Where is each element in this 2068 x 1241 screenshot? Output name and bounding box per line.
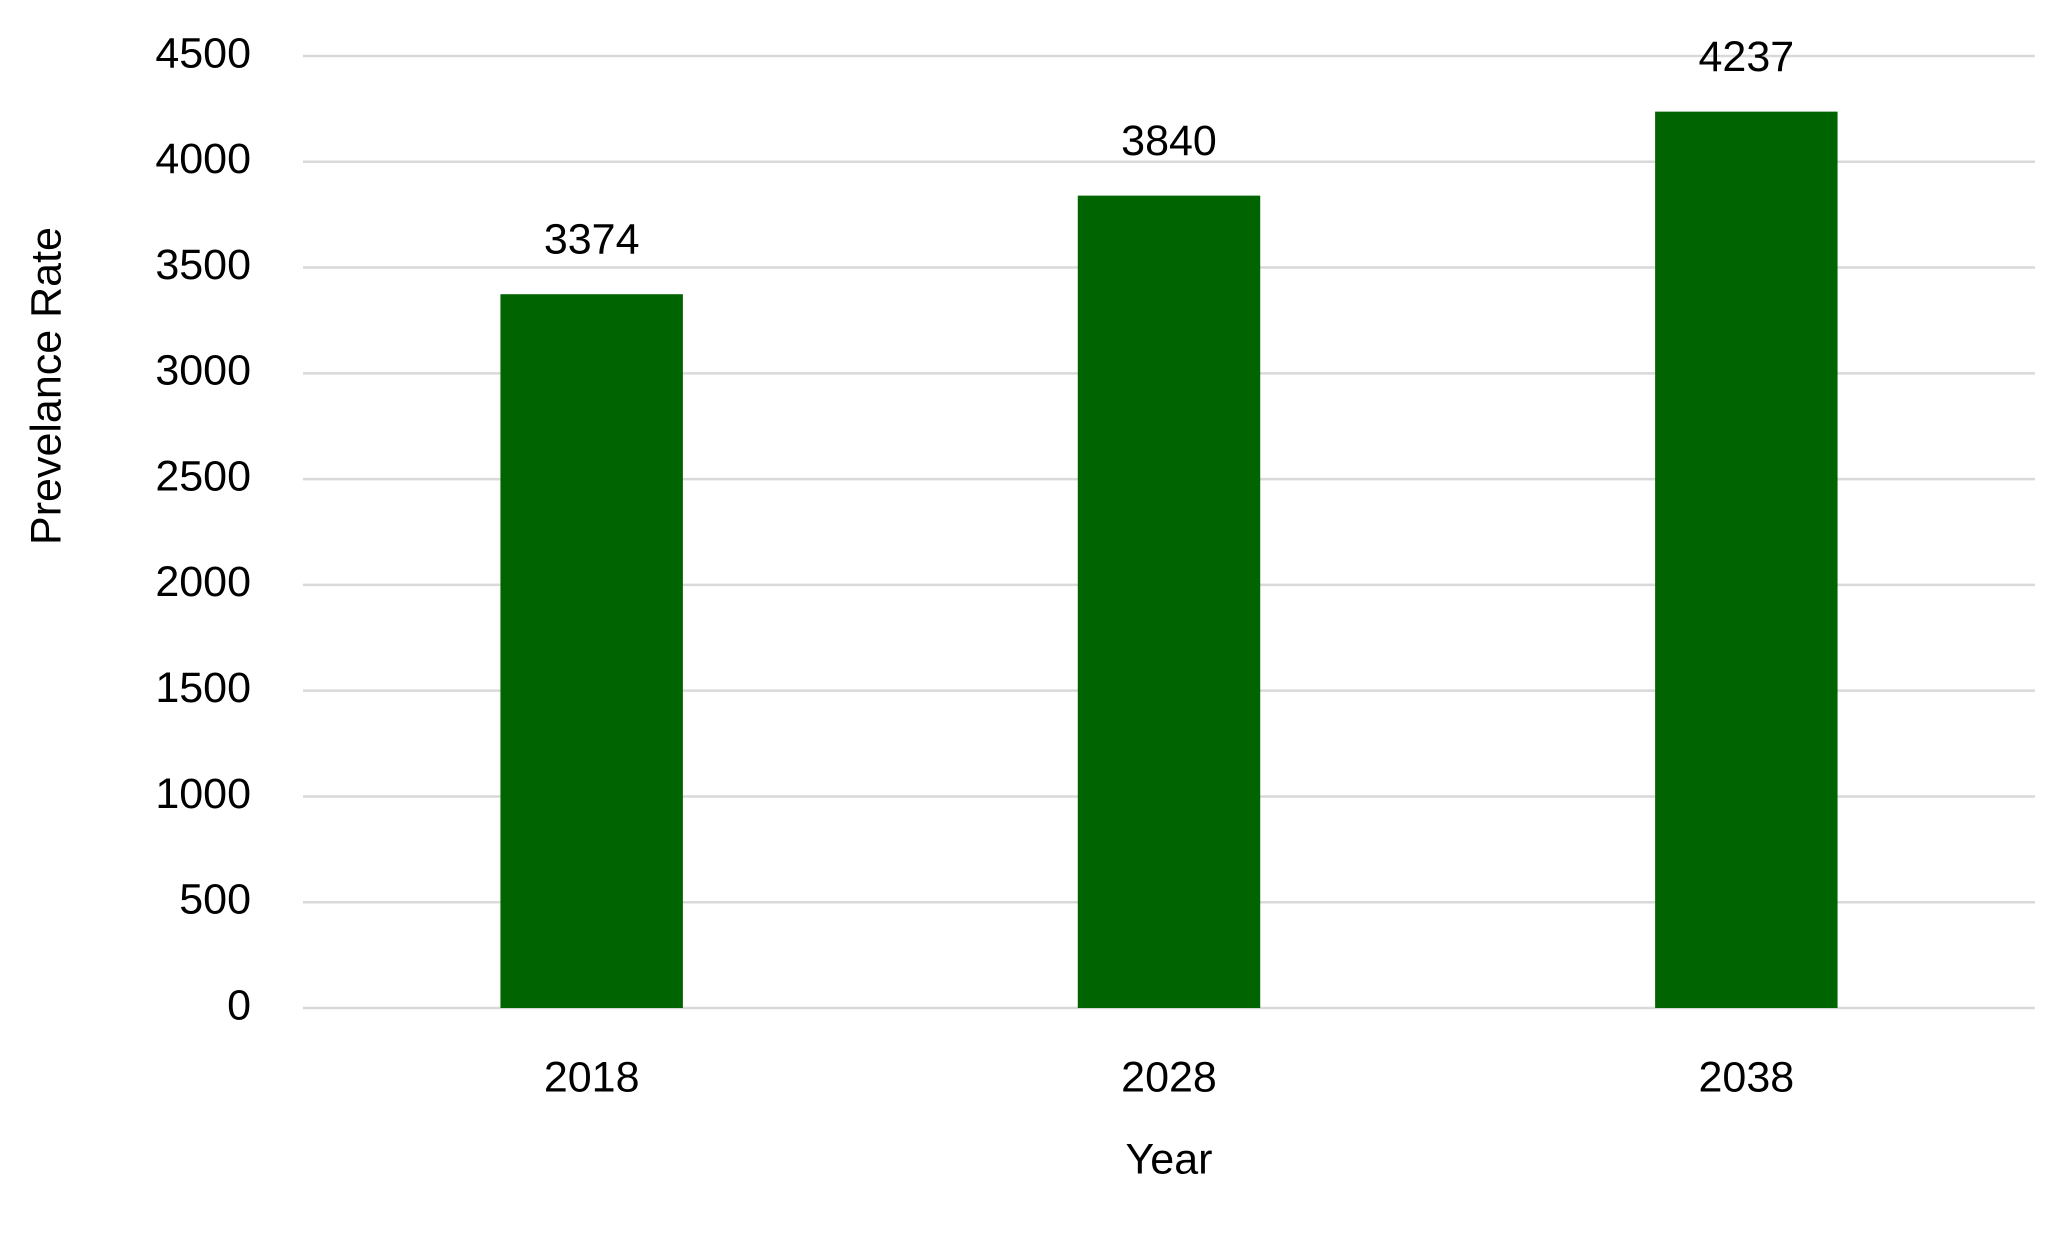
y-axis-label: Prevelance Rate: [22, 227, 70, 545]
value-label: 3840: [1121, 117, 1217, 165]
y-tick-label: 0: [227, 981, 251, 1029]
y-tick-label: 2500: [155, 452, 251, 500]
bar: [500, 294, 683, 1008]
y-tick-label: 3500: [155, 241, 251, 289]
y-tick-label: 4500: [155, 29, 251, 77]
y-tick-label: 1000: [155, 770, 251, 818]
x-axis-label: Year: [1126, 1135, 1213, 1183]
value-label: 4237: [1698, 33, 1794, 81]
x-tick-label: 2028: [1121, 1053, 1217, 1101]
bar: [1655, 111, 1838, 1009]
value-label: 3374: [544, 216, 640, 264]
y-tick-label: 1500: [155, 664, 251, 712]
bar: [1077, 195, 1261, 1009]
x-tick-label: 2038: [1698, 1053, 1794, 1101]
x-tick-label: 2018: [544, 1053, 640, 1101]
y-tick-label: 4000: [155, 135, 251, 183]
y-tick-label: 500: [179, 876, 251, 924]
y-tick-label: 2000: [155, 558, 251, 606]
y-tick-label: 3000: [155, 347, 251, 395]
